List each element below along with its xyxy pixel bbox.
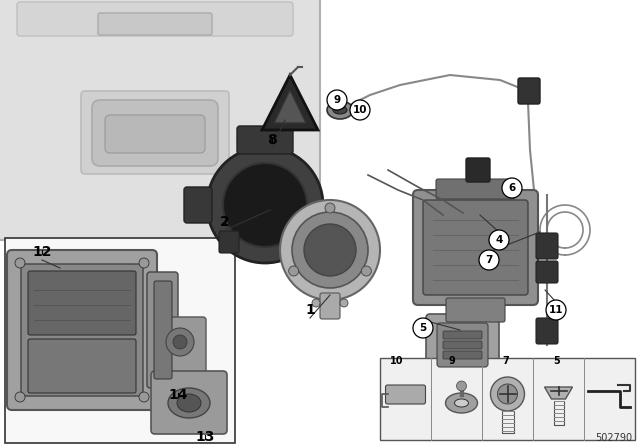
Circle shape: [166, 328, 194, 356]
Text: 10: 10: [390, 356, 403, 366]
FancyBboxPatch shape: [98, 13, 212, 35]
FancyBboxPatch shape: [7, 250, 157, 410]
FancyBboxPatch shape: [28, 271, 136, 335]
Circle shape: [280, 200, 380, 300]
Text: 6: 6: [508, 183, 516, 193]
Polygon shape: [545, 387, 573, 399]
FancyBboxPatch shape: [105, 115, 205, 153]
FancyBboxPatch shape: [320, 293, 340, 319]
FancyBboxPatch shape: [237, 126, 293, 154]
FancyBboxPatch shape: [436, 179, 515, 199]
Text: 7: 7: [502, 356, 509, 366]
FancyBboxPatch shape: [81, 91, 229, 174]
Bar: [380, 358, 635, 440]
FancyBboxPatch shape: [154, 281, 172, 379]
Circle shape: [292, 212, 368, 288]
FancyBboxPatch shape: [536, 318, 558, 344]
FancyBboxPatch shape: [151, 371, 227, 434]
Circle shape: [223, 163, 307, 247]
Ellipse shape: [445, 393, 477, 413]
FancyBboxPatch shape: [536, 261, 558, 283]
Polygon shape: [274, 90, 306, 123]
Circle shape: [207, 147, 323, 263]
Text: 1: 1: [305, 303, 315, 317]
Circle shape: [173, 335, 187, 349]
FancyBboxPatch shape: [0, 0, 320, 240]
Circle shape: [289, 266, 299, 276]
FancyBboxPatch shape: [21, 264, 143, 396]
FancyBboxPatch shape: [426, 314, 499, 377]
FancyBboxPatch shape: [155, 317, 206, 373]
FancyBboxPatch shape: [423, 200, 528, 295]
Circle shape: [490, 377, 525, 411]
Circle shape: [413, 318, 433, 338]
Circle shape: [15, 392, 25, 402]
FancyBboxPatch shape: [446, 298, 505, 322]
Text: 14: 14: [168, 388, 188, 402]
Text: 5: 5: [419, 323, 427, 333]
Circle shape: [456, 381, 467, 391]
Text: 13: 13: [195, 430, 214, 444]
Ellipse shape: [177, 394, 201, 412]
FancyBboxPatch shape: [536, 233, 558, 259]
FancyBboxPatch shape: [184, 187, 212, 223]
Circle shape: [139, 258, 149, 268]
Ellipse shape: [333, 106, 347, 114]
Circle shape: [497, 384, 518, 404]
Polygon shape: [262, 75, 318, 130]
Circle shape: [139, 392, 149, 402]
FancyBboxPatch shape: [291, 231, 311, 253]
Text: 8: 8: [267, 133, 277, 147]
Circle shape: [312, 299, 320, 307]
Circle shape: [502, 178, 522, 198]
Text: 12: 12: [32, 245, 52, 259]
FancyBboxPatch shape: [92, 100, 218, 166]
FancyBboxPatch shape: [385, 385, 426, 404]
Ellipse shape: [454, 399, 468, 407]
FancyBboxPatch shape: [443, 331, 482, 339]
Circle shape: [327, 90, 347, 110]
FancyBboxPatch shape: [443, 351, 482, 359]
FancyBboxPatch shape: [466, 158, 490, 182]
Circle shape: [479, 250, 499, 270]
FancyBboxPatch shape: [17, 2, 293, 36]
Circle shape: [15, 258, 25, 268]
Circle shape: [362, 266, 371, 276]
FancyBboxPatch shape: [28, 339, 136, 393]
Bar: [5, 238, 235, 443]
FancyBboxPatch shape: [413, 190, 538, 305]
Circle shape: [340, 299, 348, 307]
FancyBboxPatch shape: [518, 78, 540, 104]
Text: 2: 2: [220, 215, 230, 229]
FancyBboxPatch shape: [147, 272, 178, 388]
Text: 502790: 502790: [595, 433, 632, 443]
Circle shape: [325, 203, 335, 213]
Circle shape: [489, 230, 509, 250]
Ellipse shape: [168, 388, 210, 418]
Text: 9: 9: [333, 95, 340, 105]
Circle shape: [350, 100, 370, 120]
FancyBboxPatch shape: [219, 231, 239, 253]
FancyBboxPatch shape: [437, 323, 488, 367]
Circle shape: [546, 300, 566, 320]
Text: 4: 4: [495, 235, 502, 245]
Ellipse shape: [327, 101, 353, 119]
Text: 5: 5: [554, 356, 560, 366]
Text: 11: 11: [548, 305, 563, 315]
Circle shape: [304, 224, 356, 276]
Text: 7: 7: [485, 255, 493, 265]
Text: 9: 9: [449, 356, 455, 366]
FancyBboxPatch shape: [443, 341, 482, 349]
Text: 10: 10: [353, 105, 367, 115]
